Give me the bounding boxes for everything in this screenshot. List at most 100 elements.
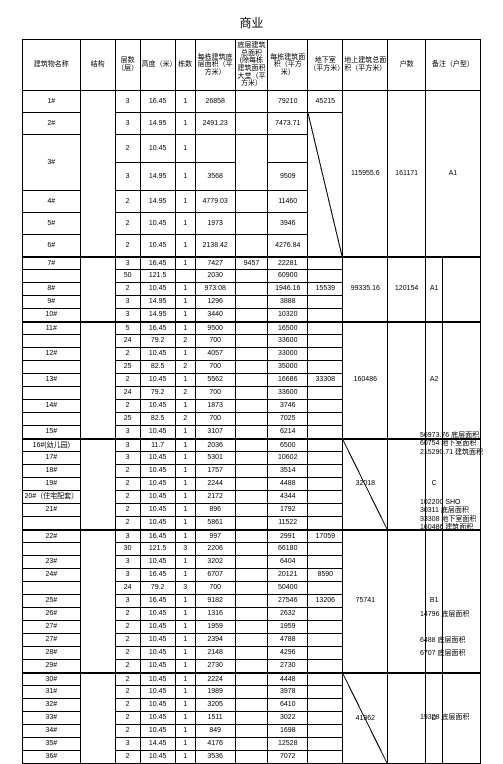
cell bbox=[235, 452, 268, 465]
cell: 16.45 bbox=[140, 322, 175, 335]
cell: 4448 bbox=[268, 673, 308, 686]
cell bbox=[308, 413, 343, 426]
cell: 20#（住宅配套） bbox=[23, 491, 81, 504]
cell: 10.45 bbox=[140, 400, 175, 413]
h-struct: 结构 bbox=[80, 40, 115, 91]
h-floors: 层数（层） bbox=[115, 40, 140, 91]
cell: 10.45 bbox=[140, 426, 175, 439]
cell: 4779.03 bbox=[195, 191, 235, 213]
cell bbox=[235, 135, 268, 191]
cell: 16.45 bbox=[140, 595, 175, 608]
cell: 2730 bbox=[195, 660, 235, 673]
cell: 19# bbox=[23, 478, 81, 491]
cell: 1 bbox=[175, 465, 195, 478]
page-title: 商业 bbox=[0, 0, 503, 39]
cell: 1511 bbox=[195, 712, 235, 725]
cell: 3946 bbox=[268, 213, 308, 235]
cell: 10.45 bbox=[140, 608, 175, 621]
cell: 24 bbox=[115, 387, 140, 400]
cell: 1 bbox=[175, 235, 195, 257]
cell: 2 bbox=[175, 413, 195, 426]
cell bbox=[308, 686, 343, 699]
cell: 2 bbox=[115, 608, 140, 621]
table-container: 建筑物名称 结构 层数（层） 高度（米） 栋数 每栋建筑底层面积（平方米） 底层… bbox=[0, 39, 503, 764]
cell: 1 bbox=[175, 556, 195, 569]
cell: 849 bbox=[195, 725, 235, 738]
h-units: 户数 bbox=[388, 40, 426, 91]
cell: 10# bbox=[23, 309, 81, 322]
cell: 3 bbox=[115, 439, 140, 452]
cell: 1989 bbox=[195, 686, 235, 699]
cell: 5 bbox=[115, 322, 140, 335]
cell bbox=[235, 113, 268, 135]
cell bbox=[308, 439, 343, 452]
cell bbox=[308, 504, 343, 517]
cell: 20121 bbox=[268, 569, 308, 582]
cell: 3 bbox=[115, 530, 140, 543]
cell: 3 bbox=[115, 452, 140, 465]
cell bbox=[308, 270, 343, 283]
cell: 4296 bbox=[268, 647, 308, 660]
cell: 2030 bbox=[195, 270, 235, 283]
cell bbox=[235, 296, 268, 309]
cell: 896 bbox=[195, 504, 235, 517]
cell: 1792 bbox=[268, 504, 308, 517]
cell: 1316 bbox=[195, 608, 235, 621]
cell: 973.08 bbox=[195, 283, 235, 296]
cell: 120154 bbox=[388, 257, 426, 322]
cell: 16500 bbox=[268, 322, 308, 335]
cell bbox=[308, 465, 343, 478]
cell: 10.45 bbox=[140, 491, 175, 504]
cell: 4344 bbox=[268, 491, 308, 504]
cell bbox=[80, 322, 115, 439]
cell: 25 bbox=[115, 361, 140, 374]
cell bbox=[235, 361, 268, 374]
cell: 1 bbox=[175, 738, 195, 751]
cell: 33600 bbox=[268, 335, 308, 348]
cell: 22# bbox=[23, 530, 81, 543]
cell: 16.45 bbox=[140, 569, 175, 582]
cell: 3107 bbox=[195, 426, 235, 439]
cell bbox=[308, 348, 343, 361]
main-table: 建筑物名称 结构 层数（层） 高度（米） 栋数 每栋建筑底层面积（平方米） 底层… bbox=[22, 39, 481, 764]
cell: 14.95 bbox=[140, 163, 175, 191]
cell: 10.45 bbox=[140, 465, 175, 478]
cell: 6410 bbox=[268, 699, 308, 712]
cell bbox=[235, 621, 268, 634]
cell: 2 bbox=[175, 361, 195, 374]
cell: 2 bbox=[115, 478, 140, 491]
cell: 5562 bbox=[195, 374, 235, 387]
cell: 9# bbox=[23, 296, 81, 309]
cell: 2 bbox=[115, 135, 140, 163]
cell bbox=[308, 400, 343, 413]
cell: 12528 bbox=[268, 738, 308, 751]
cell: 10.45 bbox=[140, 660, 175, 673]
side-note-block3: 102200 SHO30311 底层面积33308 地下室面积160486 建筑… bbox=[420, 499, 476, 533]
cell: 1 bbox=[175, 374, 195, 387]
cell: 23# bbox=[23, 556, 81, 569]
cell bbox=[235, 213, 268, 235]
cell: 3568 bbox=[195, 163, 235, 191]
cell: 3978 bbox=[268, 686, 308, 699]
cell bbox=[308, 543, 343, 556]
cell: 2 bbox=[115, 647, 140, 660]
cell: 29# bbox=[23, 660, 81, 673]
cell: 4176 bbox=[195, 738, 235, 751]
cell: 1 bbox=[175, 608, 195, 621]
h-height: 高度（米） bbox=[140, 40, 175, 91]
cell bbox=[235, 91, 268, 113]
cell: 5301 bbox=[195, 452, 235, 465]
cell bbox=[235, 517, 268, 530]
cell: 2 bbox=[115, 517, 140, 530]
cell: 79.2 bbox=[140, 335, 175, 348]
cell: 60900 bbox=[268, 270, 308, 283]
cell bbox=[308, 452, 343, 465]
cell: 27546 bbox=[268, 595, 308, 608]
cell: 99335.16 bbox=[343, 257, 388, 322]
side-note-block4: 14796 底层面积 bbox=[420, 611, 469, 619]
cell: 28# bbox=[23, 647, 81, 660]
cell: 1# bbox=[23, 91, 81, 113]
cell: A1 bbox=[425, 91, 480, 257]
cell: 14.95 bbox=[140, 191, 175, 213]
cell: 10.45 bbox=[140, 374, 175, 387]
